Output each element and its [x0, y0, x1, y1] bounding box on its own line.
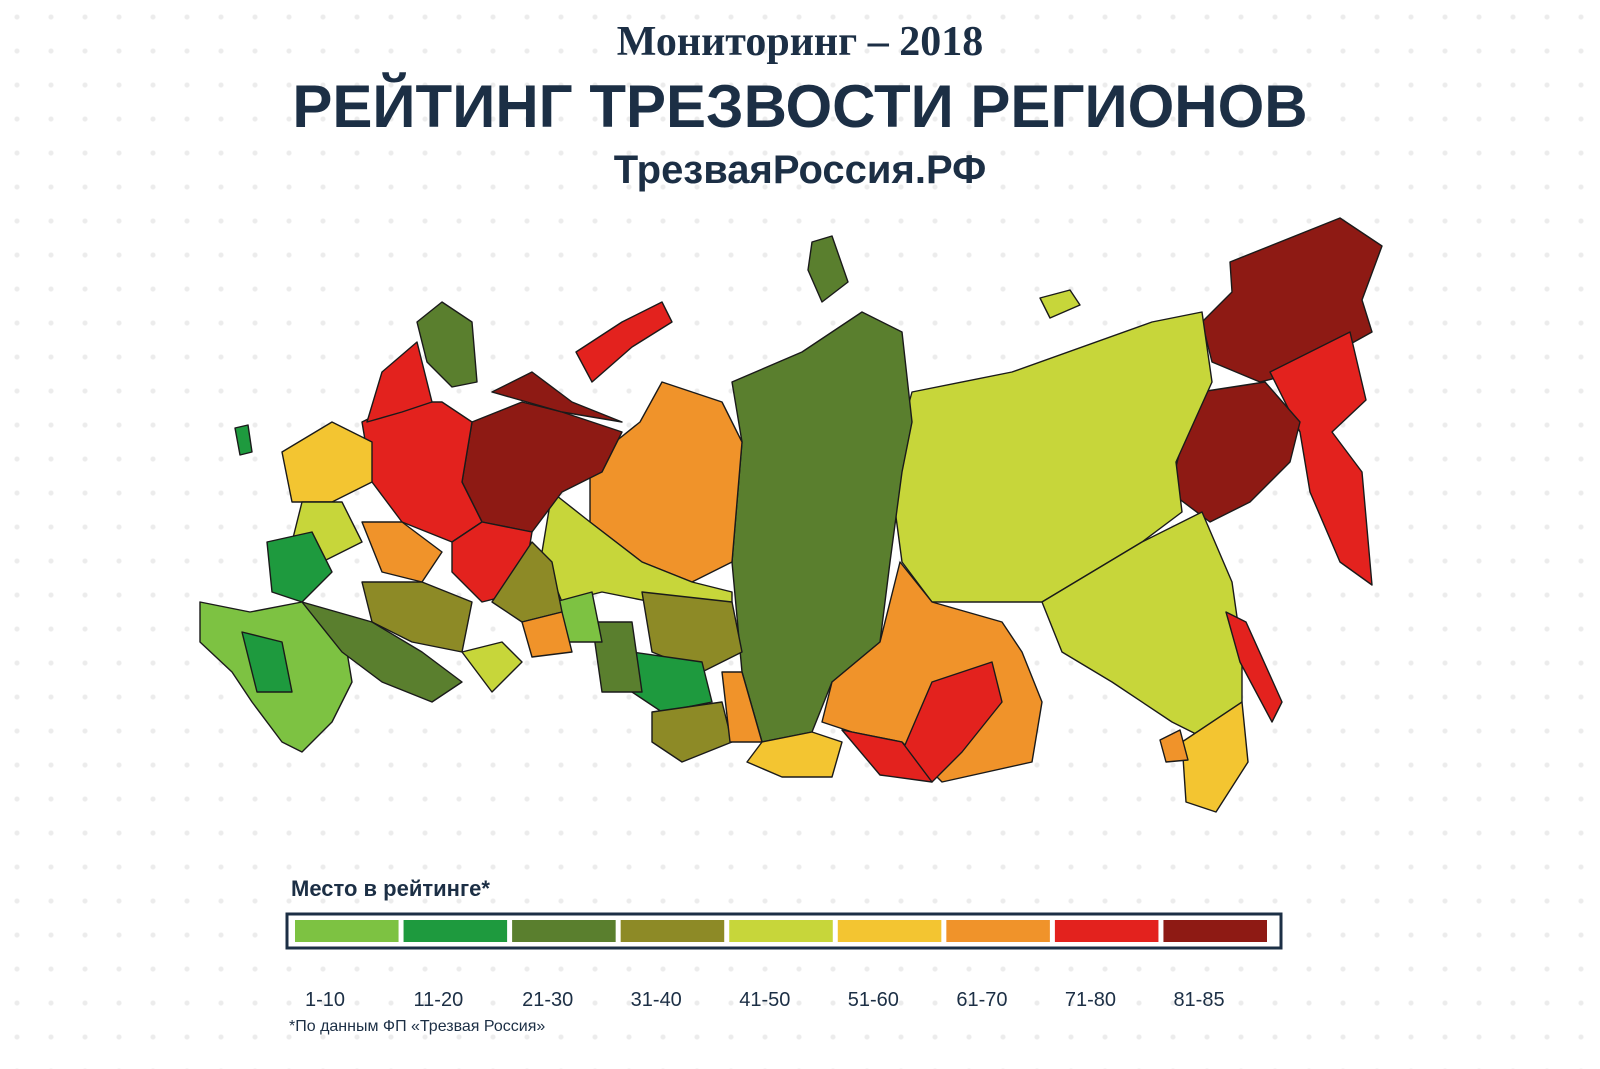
legend-swatch — [837, 920, 942, 942]
legend-label: 21-30 — [522, 989, 573, 1011]
region — [234, 424, 253, 456]
region — [591, 621, 643, 693]
region — [1159, 729, 1189, 763]
legend-swatch — [1054, 920, 1159, 942]
legend-swatch — [946, 920, 1050, 942]
legend-label: 81-85 — [1173, 989, 1224, 1011]
region — [1039, 289, 1081, 319]
region — [1181, 701, 1249, 813]
region — [491, 541, 563, 623]
region — [301, 601, 463, 703]
region — [807, 235, 849, 303]
region — [841, 729, 933, 783]
region — [366, 341, 433, 423]
legend-label: 71-80 — [1065, 989, 1116, 1011]
region — [1225, 611, 1283, 723]
region — [491, 371, 623, 423]
region — [266, 531, 333, 603]
region — [651, 701, 733, 763]
region — [889, 311, 1213, 603]
region — [416, 301, 478, 388]
legend-label: 31-40 — [631, 989, 682, 1011]
russia-map — [199, 217, 1383, 813]
region — [575, 301, 673, 383]
legend: 1-10 11-20 21-30 31-40 41-50 51-60 61-70 71-80 8… — [295, 920, 1267, 1011]
subtitle: Мониторинг – 2018 — [617, 19, 983, 65]
region — [746, 731, 843, 778]
legend-label: 61-70 — [956, 989, 1007, 1011]
footnote: *По данным ФП «Трезвая Россия» — [289, 1018, 545, 1035]
legend-label: 11-20 — [414, 989, 464, 1011]
region — [461, 641, 523, 693]
region — [241, 631, 293, 693]
legend-label: 41-50 — [739, 989, 790, 1011]
legend-swatch — [403, 920, 508, 942]
legend-swatch — [295, 920, 399, 942]
legend-swatch — [1163, 920, 1267, 942]
title: РЕЙТИНГ ТРЕЗВОСТИ РЕГИОНОВ — [292, 73, 1307, 140]
region — [1269, 331, 1373, 586]
legend-swatch — [729, 920, 833, 942]
site: ТрезваяРоссия.РФ — [614, 148, 987, 192]
region — [521, 611, 573, 658]
region — [361, 521, 443, 583]
legend-swatch — [512, 920, 616, 942]
legend-label: 1-10 — [305, 989, 345, 1011]
legend-swatch — [620, 920, 725, 942]
legend-label: 51-60 — [848, 989, 899, 1011]
region — [281, 421, 373, 503]
region — [641, 591, 743, 673]
region — [361, 401, 483, 543]
region — [721, 671, 763, 743]
legend-title: Место в рейтинге* — [291, 876, 490, 901]
region — [821, 561, 1043, 783]
